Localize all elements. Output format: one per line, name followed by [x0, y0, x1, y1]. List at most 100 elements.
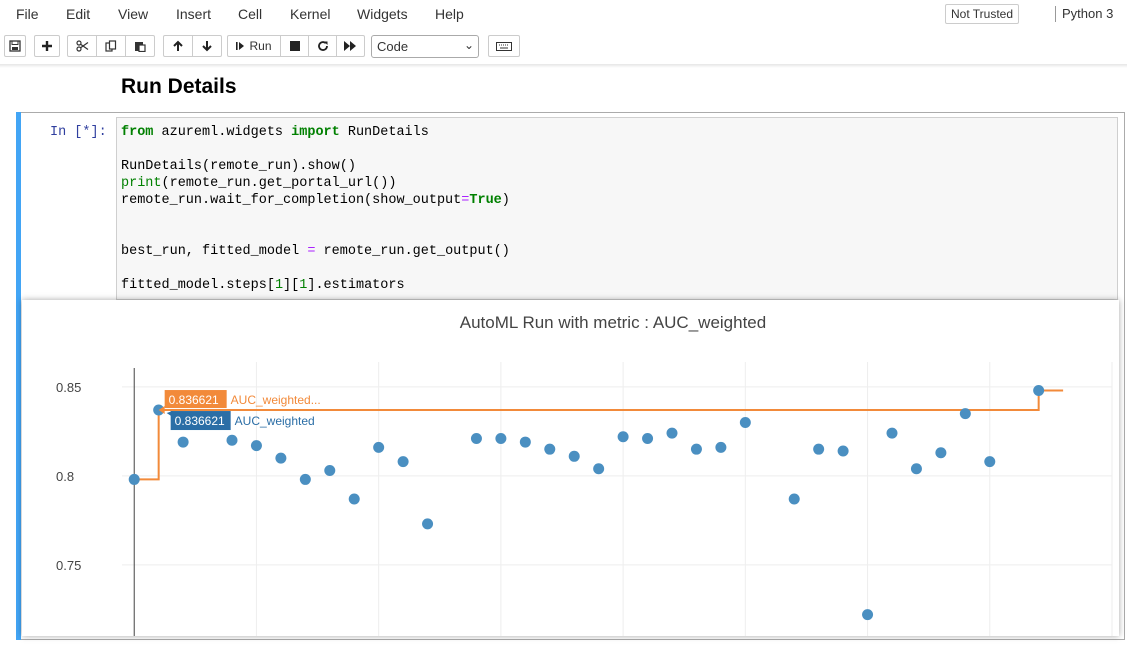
- metric-point: [250, 440, 262, 452]
- hover-label-orange: AUC_weighted...: [231, 393, 321, 407]
- metric-point: [617, 431, 629, 443]
- run-button-label: Run: [249, 39, 272, 53]
- chart-y-ticks: 0.75 0.8 0.85: [56, 380, 81, 573]
- code-editor[interactable]: from azureml.widgets import RunDetails R…: [116, 117, 1118, 300]
- save-icon: [9, 40, 21, 52]
- restart-button[interactable]: [308, 35, 337, 57]
- y-tick-label: 0.8: [56, 469, 74, 484]
- metric-point: [226, 434, 238, 446]
- trust-indicator-button[interactable]: Not Trusted: [945, 4, 1019, 24]
- metric-point: [299, 473, 311, 485]
- metric-point: [128, 473, 140, 485]
- menu-edit[interactable]: Edit: [66, 6, 91, 22]
- markdown-heading: Run Details: [121, 75, 237, 98]
- kernel-separator: [1055, 6, 1056, 22]
- code-line: remote_run.wait_for_completion(show_outp…: [121, 193, 510, 208]
- metric-point: [690, 443, 702, 455]
- chevron-down-icon: ⌄: [463, 38, 474, 52]
- metric-point: [666, 427, 678, 439]
- scissors-icon: [75, 40, 88, 52]
- arrow-up-icon: [173, 40, 183, 51]
- move-button-group: [163, 35, 222, 57]
- hover-label-blue: AUC_weighted: [235, 414, 315, 428]
- metric-point: [348, 493, 360, 505]
- metric-point: [984, 456, 996, 468]
- hover-value-orange: 0.836621: [169, 393, 219, 407]
- keyboard-icon: [496, 41, 512, 51]
- y-tick-label: 0.85: [56, 380, 81, 395]
- cell-selection-bar: [16, 112, 21, 640]
- paste-icon: [135, 42, 146, 52]
- restart-icon: [317, 41, 328, 51]
- menu-view[interactable]: View: [118, 6, 149, 22]
- fast-forward-icon: [344, 41, 356, 51]
- metric-point: [739, 416, 751, 428]
- run-button[interactable]: Run: [227, 35, 281, 57]
- code-line: RunDetails(remote_run).show(): [121, 159, 356, 174]
- hover-value-box-orange: [164, 390, 227, 409]
- output-widget: 0.75 0.8 0.85 AutoML Run with metric : AUC…: [22, 300, 1119, 636]
- metric-point: [593, 463, 605, 475]
- kernel-indicator: Python 3: [1062, 6, 1114, 21]
- edit-button-group: [67, 35, 155, 57]
- metric-point: [544, 443, 556, 455]
- move-down-button[interactable]: [192, 35, 222, 57]
- move-up-button[interactable]: [163, 35, 193, 57]
- command-palette-button[interactable]: [488, 35, 520, 57]
- metric-point: [1033, 384, 1045, 396]
- y-tick-label: 0.75: [56, 558, 81, 573]
- code-line: print(remote_run.get_portal_url()): [121, 176, 397, 191]
- metric-point: [324, 465, 336, 477]
- arrow-down-icon: [202, 41, 212, 52]
- metric-point: [153, 404, 165, 416]
- metric-point: [397, 456, 409, 468]
- menu-widgets[interactable]: Widgets: [357, 6, 408, 22]
- copy-button[interactable]: [96, 35, 126, 57]
- metric-point: [813, 443, 825, 455]
- menu-help[interactable]: Help: [435, 6, 464, 22]
- metric-point: [177, 436, 189, 448]
- toolbar: Run: [0, 30, 1127, 64]
- metric-points: [128, 384, 1045, 621]
- metric-point: [519, 436, 531, 448]
- toolbar-shadow: [0, 64, 1127, 68]
- paste-button[interactable]: [125, 35, 155, 57]
- chart-title: AutoML Run with metric : AUC_weighted: [460, 313, 766, 332]
- plus-icon: [42, 41, 52, 51]
- cut-button[interactable]: [67, 35, 97, 57]
- code-line: best_run, fitted_model = remote_run.get_…: [121, 244, 510, 259]
- cell-type-value: Code: [377, 39, 409, 54]
- metric-point: [470, 433, 482, 445]
- metric-point: [495, 433, 507, 445]
- metric-point: [788, 493, 800, 505]
- metric-point: [910, 463, 922, 475]
- insert-cell-button[interactable]: [34, 35, 60, 57]
- menu-file[interactable]: File: [16, 6, 39, 22]
- metric-point: [862, 609, 874, 621]
- code-line: from azureml.widgets import RunDetails: [121, 125, 429, 140]
- copy-icon: [105, 40, 117, 52]
- hover-labels: 0.836621 AUC_weighted... 0.836621 AUC_weigh…: [158, 390, 321, 431]
- menu-kernel[interactable]: Kernel: [290, 6, 331, 22]
- metric-point: [715, 441, 727, 453]
- hover-pointer: [158, 406, 165, 415]
- metric-point: [373, 441, 385, 453]
- hover-value-box-blue: [170, 411, 231, 431]
- interrupt-button[interactable]: [280, 35, 309, 57]
- menu-insert[interactable]: Insert: [176, 6, 212, 22]
- metric-point: [275, 452, 287, 464]
- metric-point: [837, 445, 849, 457]
- metric-point: [422, 518, 434, 530]
- restart-run-all-button[interactable]: [336, 35, 365, 57]
- run-button-group: Run: [227, 35, 365, 57]
- hover-value-blue: 0.836621: [175, 414, 225, 428]
- automl-chart[interactable]: 0.75 0.8 0.85 AutoML Run with metric : AUC…: [22, 300, 1119, 636]
- cell-type-select[interactable]: Code ⌄: [371, 35, 479, 58]
- input-prompt: In [*]:: [50, 125, 107, 140]
- save-button[interactable]: [4, 35, 26, 57]
- metric-point: [642, 433, 654, 445]
- code-line: fitted_model.steps[1][1].estimators: [121, 278, 405, 293]
- step-forward-icon: [236, 42, 245, 50]
- menu-cell[interactable]: Cell: [238, 6, 263, 22]
- metric-point: [568, 450, 580, 462]
